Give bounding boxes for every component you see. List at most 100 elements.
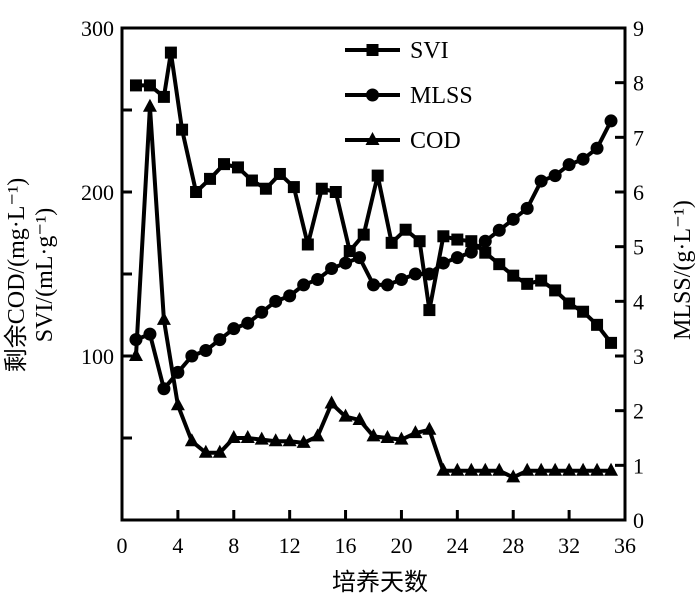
cod-point	[408, 425, 423, 439]
svi-point	[521, 277, 534, 290]
y-right-tick-label: 7	[633, 125, 644, 150]
mlss-point	[492, 223, 506, 237]
cod-point	[394, 431, 409, 445]
svi-point	[493, 258, 506, 271]
cod-point	[268, 433, 283, 447]
svi-point	[479, 246, 492, 259]
svi-point	[329, 186, 342, 198]
svi-point	[129, 79, 142, 92]
cod-point	[198, 444, 213, 458]
legend-marker-svi	[366, 44, 379, 56]
mlss-point	[450, 251, 464, 265]
mlss-point	[227, 322, 241, 336]
svi-point	[315, 182, 328, 195]
mlss-point	[185, 349, 199, 363]
mlss-point	[590, 141, 604, 155]
cod-point	[590, 462, 605, 476]
cod-point	[520, 462, 535, 476]
svi-point	[357, 228, 370, 241]
svi-point	[287, 181, 300, 194]
mlss-point	[562, 158, 576, 172]
cod-point	[240, 430, 255, 443]
mlss-point	[436, 256, 450, 270]
cod-point	[450, 462, 465, 476]
y-axis-left-title-line1: 剩余COD/(mg·L⁻¹)	[3, 178, 30, 373]
series-svi	[129, 46, 618, 349]
cod-point	[212, 444, 227, 458]
svi-point	[371, 169, 384, 182]
x-tick-label: 28	[502, 533, 524, 558]
mlss-point	[311, 272, 325, 286]
svi-point	[451, 233, 464, 246]
mlss-point	[604, 114, 618, 128]
svi-point	[164, 46, 177, 59]
x-tick-label: 36	[614, 533, 636, 558]
svi-point	[549, 284, 562, 297]
cod-point	[478, 462, 493, 476]
legend: SVI MLSS COD	[345, 38, 473, 154]
x-tick-label: 12	[279, 533, 301, 558]
series-cod	[128, 98, 619, 483]
y-right-tick-label: 0	[633, 508, 644, 533]
svi-point	[245, 174, 258, 187]
cod-point	[366, 428, 381, 442]
y-axis-left-title-line2: SVI/(mL·g⁻¹)	[32, 208, 58, 343]
x-tick-label: 16	[335, 533, 357, 558]
mlss-point	[339, 256, 353, 270]
mlss-point	[478, 234, 492, 248]
mlss-point	[548, 169, 562, 183]
mlss-point	[143, 327, 157, 341]
cod-point	[604, 462, 619, 476]
mlss-point	[269, 294, 283, 308]
legend-label-svi: SVI	[410, 38, 449, 64]
cod-point	[576, 462, 591, 476]
x-axis-title: 培养天数	[332, 569, 428, 596]
svi-point	[157, 90, 170, 103]
cod-point	[254, 431, 269, 445]
mlss-point	[199, 344, 213, 358]
svi-point	[437, 230, 450, 243]
svi-point	[591, 318, 604, 331]
x-tick-label: 32	[558, 533, 580, 558]
mlss-point	[255, 305, 269, 319]
svi-point	[413, 235, 426, 248]
mlss-point	[325, 262, 339, 276]
mlss-point	[534, 174, 548, 188]
mlss-point	[367, 278, 380, 292]
legend-label-cod: COD	[410, 128, 461, 154]
cod-point	[156, 311, 171, 325]
svi-point	[465, 235, 478, 248]
cod-point	[282, 433, 297, 447]
mlss-point	[353, 251, 367, 265]
cod-point	[352, 411, 367, 425]
cod-point	[464, 462, 479, 476]
mlss-point	[464, 245, 478, 259]
legend-marker-cod	[365, 132, 380, 145]
svi-point	[399, 223, 412, 236]
svi-point	[204, 172, 217, 185]
y-right-tick-label: 5	[633, 235, 644, 260]
svi-point	[507, 269, 520, 282]
y-left-tick-label: 100	[81, 344, 114, 369]
cod-point	[436, 462, 451, 476]
mlss-point	[576, 152, 590, 166]
x-tick-label: 4	[172, 533, 183, 558]
mlss-point	[241, 316, 255, 330]
x-tick-label: 8	[228, 533, 239, 558]
x-tick-label: 0	[117, 533, 128, 558]
svi-point	[301, 238, 314, 251]
mlss-point	[297, 278, 311, 292]
mlss-point	[380, 278, 394, 292]
y-right-tick-label: 1	[633, 453, 644, 478]
svi-point	[423, 304, 436, 317]
svi-point	[259, 182, 272, 195]
y-right-tick-label: 4	[633, 289, 644, 314]
cod-point	[506, 469, 521, 483]
y-axis-right-title: MLSS/(g·L⁻¹)	[670, 200, 696, 340]
cod-point	[226, 430, 241, 443]
cod-point	[324, 395, 339, 409]
cod-point	[548, 462, 563, 476]
svi-point	[217, 158, 230, 171]
